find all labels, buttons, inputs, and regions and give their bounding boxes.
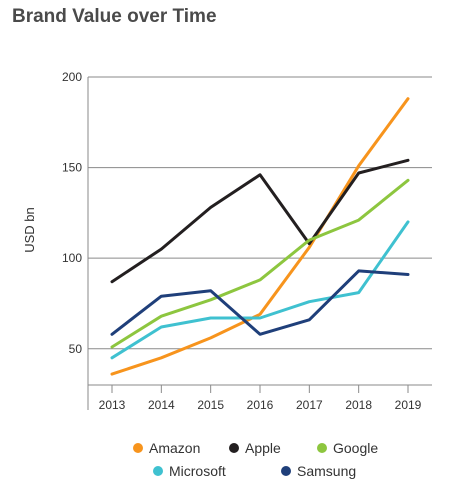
series-line-samsung: [110, 269, 410, 336]
legend-marker-apple: [229, 443, 239, 453]
x-tick-label-2015: 2015: [197, 398, 224, 412]
axes: 200 150 100 50 2013 2014 2015 2016 2017 2018 2019: [62, 70, 432, 412]
legend-marker-google: [317, 443, 327, 453]
y-axis-title: USD bn: [22, 207, 37, 253]
series-line-google: [110, 178, 410, 349]
y-tick-label-100: 100: [62, 251, 82, 265]
legend-label-amazon: Amazon: [149, 440, 200, 456]
x-tick-label-2018: 2018: [345, 398, 372, 412]
series-line-apple: [110, 158, 410, 284]
y-tick-label-50: 50: [69, 342, 83, 356]
legend-marker-microsoft: [153, 466, 163, 476]
series-lines: [110, 97, 410, 376]
series-line-amazon: [110, 97, 410, 376]
legend-marker-amazon: [133, 443, 143, 453]
legend-marker-samsung: [281, 466, 291, 476]
grid: [88, 76, 432, 350]
legend-label-google: Google: [333, 440, 378, 456]
legend-label-apple: Apple: [245, 440, 281, 456]
y-tick-label-200: 200: [62, 70, 82, 84]
x-tick-label-2013: 2013: [99, 398, 126, 412]
x-tick-label-2017: 2017: [296, 398, 323, 412]
legend-label-microsoft: Microsoft: [169, 463, 226, 479]
legend: Amazon Apple Google Microsoft Samsung: [133, 440, 378, 479]
chart-title: Brand Value over Time: [12, 6, 217, 27]
legend-label-samsung: Samsung: [297, 463, 356, 479]
x-tick-label-2014: 2014: [148, 398, 175, 412]
x-tick-label-2019: 2019: [395, 398, 422, 412]
series-line-microsoft: [110, 220, 410, 360]
y-tick-label-150: 150: [62, 161, 82, 175]
x-tick-label-2016: 2016: [247, 398, 274, 412]
